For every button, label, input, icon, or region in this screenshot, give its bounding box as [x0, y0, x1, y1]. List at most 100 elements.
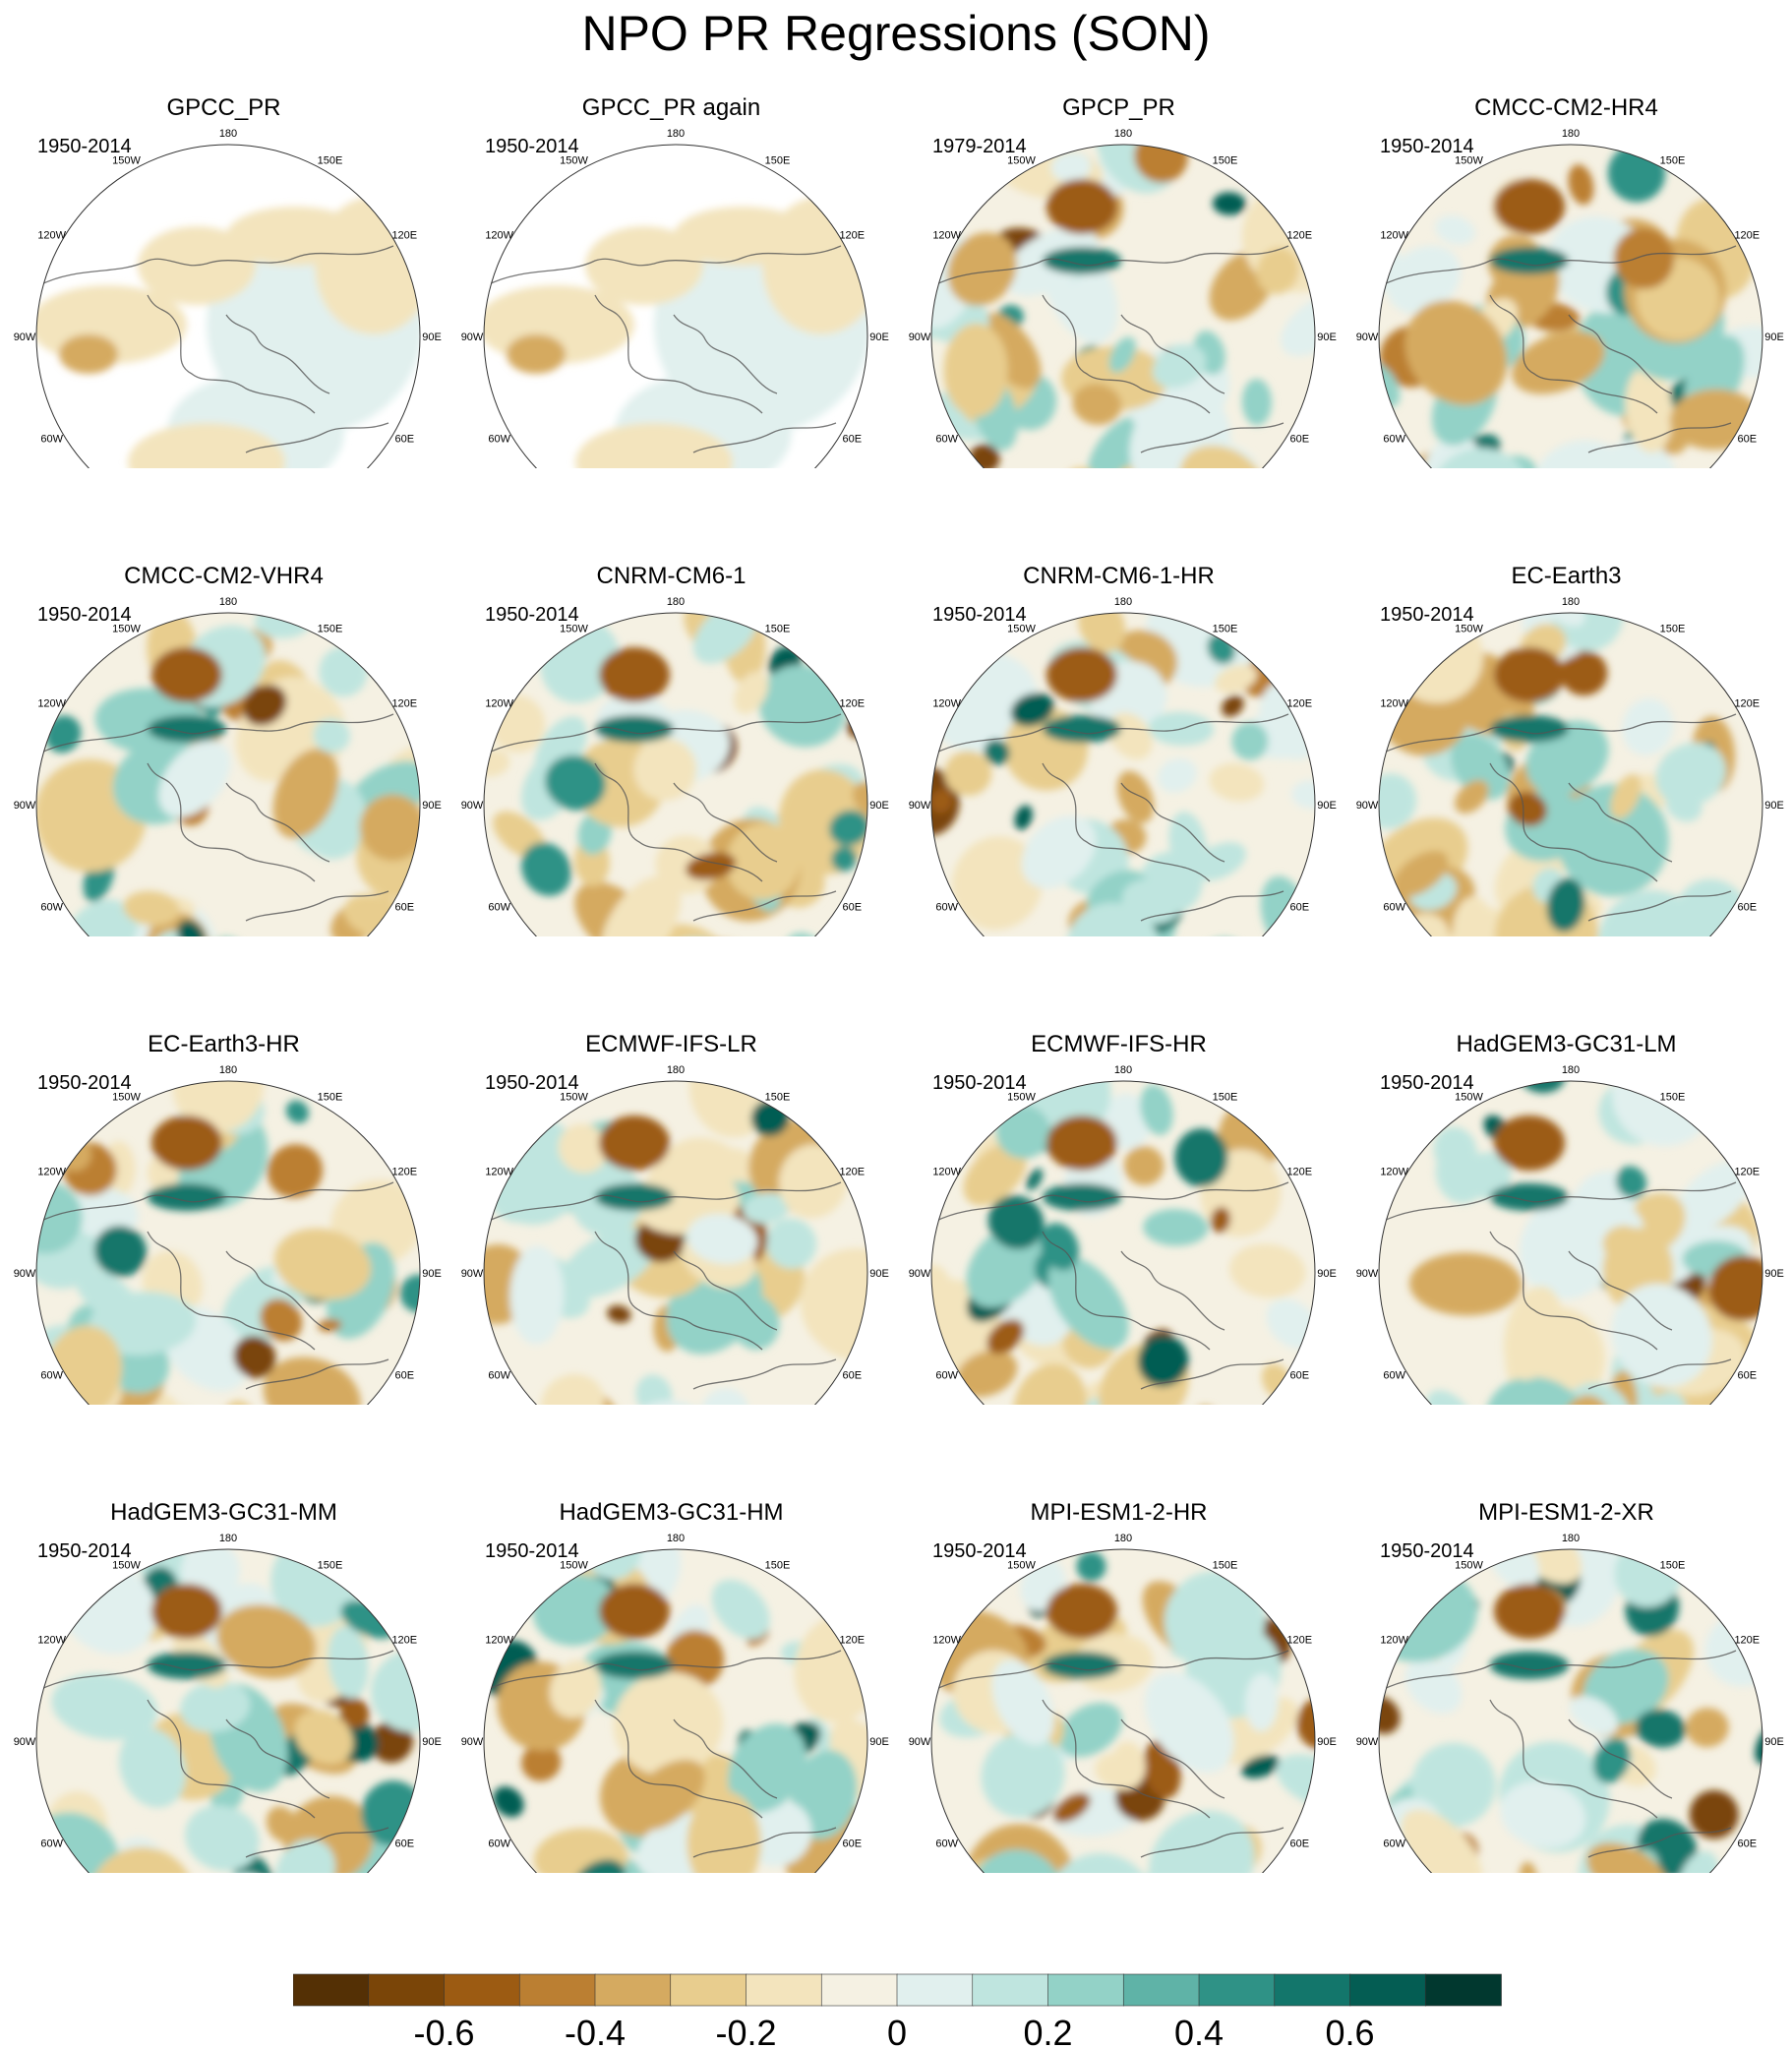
tick-label: 60W [488, 434, 510, 446]
tick-label: 180 [219, 1533, 237, 1544]
tick-label: 90W [461, 331, 484, 343]
tick-label: 60E [843, 1370, 863, 1382]
map-panel: CNRM-CM6-1-HR1950-2014180150E120E90E60E3… [895, 468, 1343, 936]
tick-label: 90E [869, 800, 889, 812]
panel-period: 1950-2014 [485, 604, 579, 626]
tick-label: 60W [488, 1838, 510, 1850]
tick-label: 120E [391, 230, 417, 242]
tick-label: 60E [1738, 1370, 1758, 1382]
tick-label: 150W [1007, 624, 1036, 635]
map-panel: CNRM-CM6-11950-2014180150E120E90E60E30E0… [448, 468, 895, 936]
tick-label: 150E [1213, 1092, 1238, 1104]
panel-period: 1950-2014 [37, 1540, 132, 1562]
tick-label: 90E [869, 1736, 889, 1748]
tick-label: 120E [1286, 698, 1312, 710]
tick-label: 90W [909, 1268, 931, 1280]
tick-label: 150W [1007, 1092, 1036, 1104]
tick-label: 150E [318, 1560, 343, 1572]
polar-map: 180150E120E90E60E30E030W60W90W120W150W [461, 596, 889, 936]
polar-map: 180150E120E90E60E30E030W60W90W120W150W [461, 128, 889, 468]
panel-period: 1950-2014 [1380, 1072, 1474, 1094]
colorbar-swatch [1349, 1973, 1427, 2007]
polar-map: 180150E120E90E60E30E030W60W90W120W150W [909, 1533, 1337, 1873]
colorbar-swatch [1122, 1973, 1200, 2007]
polar-map: 180150E120E90E60E30E030W60W90W120W150W [1356, 596, 1784, 936]
panel-title: ECMWF-IFS-LR [585, 1031, 757, 1057]
panel-period: 1950-2014 [37, 1072, 132, 1094]
panel-period: 1950-2014 [1380, 136, 1474, 157]
tick-label: 90W [1356, 800, 1379, 812]
colorbar-label: -0.6 [413, 2013, 474, 2049]
polar-map: 180150E120E90E60E30E030W60W90W120W150W [909, 596, 1337, 936]
colorbar-swatch [896, 1973, 974, 2007]
tick-label: 180 [1562, 1064, 1580, 1076]
panel-title: GPCC_PR [166, 94, 281, 121]
tick-label: 150W [112, 624, 141, 635]
panel-period: 1950-2014 [37, 136, 132, 157]
map-panel: MPI-ESM1-2-XR1950-2014180150E120E90E60E3… [1343, 1405, 1790, 1873]
polar-map: 180150E120E90E60E30E030W60W90W120W150W [14, 1533, 442, 1873]
tick-label: 120W [1380, 698, 1408, 710]
tick-label: 60W [1383, 902, 1405, 914]
polar-map: 180150E120E90E60E30E030W60W90W120W150W [909, 128, 1337, 468]
map-panel: GPCP_PR1979-2014180150E120E90E60E30E030W… [895, 0, 1343, 468]
figure-title: NPO PR Regressions (SON) [581, 6, 1211, 61]
tick-label: 120W [37, 230, 66, 242]
colorbar-label: 0.2 [1023, 2013, 1072, 2049]
map-panel: MPI-ESM1-2-HR1950-2014180150E120E90E60E3… [895, 1405, 1343, 1873]
tick-label: 90W [14, 331, 36, 343]
tick-label: 90E [869, 1268, 889, 1280]
tick-label: 60W [40, 434, 63, 446]
colorbar-label: 0 [887, 2013, 907, 2049]
tick-label: 120E [1286, 230, 1312, 242]
tick-label: 120W [932, 1167, 961, 1178]
tick-label: 120E [391, 1635, 417, 1647]
tick-label: 90W [1356, 331, 1379, 343]
colorbar-label: -0.4 [565, 2013, 626, 2049]
panel-period: 1950-2014 [37, 604, 132, 626]
map-panel: HadGEM3-GC31-LM 1950-2014 180 150E 120E 90E 60… [1343, 936, 1790, 1405]
colorbar-swatch [368, 1973, 446, 2007]
tick-label: 60W [1383, 1370, 1405, 1382]
tick-label: 120E [839, 1635, 865, 1647]
panel-period: 1950-2014 [1380, 1540, 1474, 1562]
tick-label: 60E [1738, 1838, 1758, 1850]
tick-label: 90W [909, 1736, 931, 1748]
colorbar: -0.6 -0.4 -0.2 0 0.2 0.4 0.6 [293, 1973, 1502, 2049]
tick-label: 150E [1660, 155, 1686, 167]
map-panel: CMCC-CM2-VHR41950-2014180150E120E90E60E3… [0, 468, 448, 936]
tick-label: 90E [1317, 1736, 1337, 1748]
tick-label: 60W [40, 1370, 63, 1382]
tick-label: 90W [461, 1736, 484, 1748]
tick-label: 120W [37, 698, 66, 710]
tick-label: 120W [932, 230, 961, 242]
tick-label: 60W [935, 902, 958, 914]
map-panel: HadGEM3-GC31-HM 1950-2014 180 150E 120E 90E 60… [448, 1405, 895, 1873]
tick-label: 60W [1383, 434, 1405, 446]
panel-period: 1950-2014 [485, 1072, 579, 1094]
colorbar-swatch [1274, 1973, 1351, 2007]
tick-label: 90E [869, 331, 889, 343]
tick-label: 180 [1562, 1533, 1580, 1544]
tick-label: 150W [1455, 155, 1483, 167]
panel-title: CMCC-CM2-VHR4 [124, 563, 324, 589]
panel-period: 1979-2014 [932, 136, 1027, 157]
tick-label: 180 [1114, 1533, 1132, 1544]
tick-label: 120W [1380, 1167, 1408, 1178]
colorbar-label: 0.6 [1325, 2013, 1374, 2049]
tick-label: 180 [1114, 128, 1132, 140]
panel-period: 1950-2014 [932, 1540, 1027, 1562]
tick-label: 60E [1290, 902, 1310, 914]
map-panel: GPCC_PR again1950-2014180150E120E90E60E3… [448, 0, 895, 468]
tick-label: 90E [1317, 331, 1337, 343]
tick-label: 90W [14, 800, 36, 812]
panel-period: 1950-2014 [932, 604, 1027, 626]
polar-map: 180150E120E90E60E30E030W60W90W120W150W [14, 128, 442, 468]
polar-map: 180150E120E90E60E30E030W60W90W120W150W [1356, 1064, 1784, 1405]
tick-label: 180 [219, 596, 237, 608]
tick-label: 150E [765, 155, 791, 167]
tick-label: 60W [935, 1838, 958, 1850]
tick-label: 60E [843, 902, 863, 914]
map-panel: EC-Earth3-HR1950-2014180150E120E90E60E30… [0, 936, 448, 1405]
tick-label: 60W [488, 1370, 510, 1382]
